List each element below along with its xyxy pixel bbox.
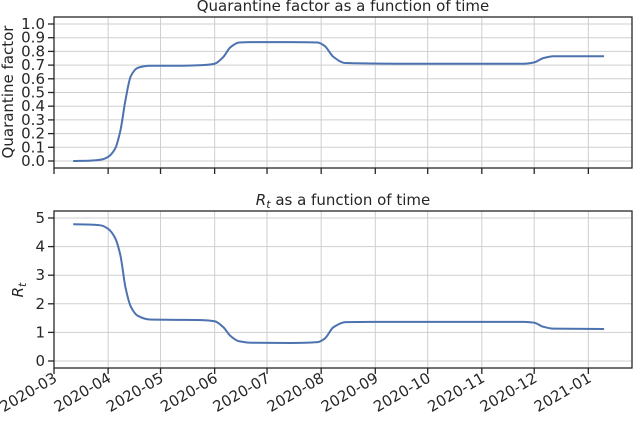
- y-tick-label: 0.9: [21, 29, 45, 47]
- rt-ylabel-sub: t: [16, 282, 29, 287]
- x-tick-label: 2020-08: [264, 369, 327, 416]
- y-tick-label: 1.0: [21, 15, 45, 33]
- y-tick-label: 4: [35, 238, 45, 256]
- rt-x-ticks: 2020-032020-042020-052020-062020-072020-…: [0, 368, 594, 416]
- y-tick-label: 0.7: [21, 56, 45, 74]
- quarantine-y-axis-label: Quarantine factor: [0, 25, 17, 159]
- rt-y-axis-label: Rt: [9, 282, 29, 297]
- quarantine-factor-panel: 0.00.10.20.30.40.50.60.70.80.91.0 Quaran…: [0, 0, 633, 174]
- y-tick-label: 0.5: [21, 84, 45, 102]
- rt-title-sub: t: [266, 198, 271, 211]
- x-tick-label: 2020-12: [477, 369, 540, 416]
- rt-chart-title: Rt as a function of time: [256, 191, 430, 211]
- x-tick-label: 2021-01: [531, 369, 594, 416]
- rt-y-ticks: 0 1 2 3 4 5: [35, 209, 54, 370]
- x-tick-label: 2020-10: [370, 369, 433, 416]
- y-tick-label: 0.3: [21, 111, 45, 129]
- quarantine-x-ticks: [53, 168, 589, 174]
- y-tick-label: 0.6: [21, 70, 45, 88]
- x-tick-label: 2020-05: [103, 369, 166, 416]
- y-tick-label: 3: [35, 266, 45, 284]
- x-tick-label: 2020-03: [0, 369, 60, 416]
- y-tick-label: 0.1: [21, 138, 45, 156]
- y-tick-label: 1: [35, 323, 45, 341]
- rt-title-r: R: [256, 191, 266, 209]
- rt-plot-frame: [53, 210, 633, 369]
- x-tick-label: 2020-07: [210, 369, 273, 416]
- quarantine-gridlines: [53, 17, 632, 168]
- x-tick-label: 2020-11: [425, 369, 488, 416]
- rt-gridlines: [53, 211, 632, 368]
- y-tick-label: 0.4: [21, 97, 45, 115]
- y-tick-label: 0.2: [21, 125, 45, 143]
- y-tick-label: 0.0: [21, 152, 45, 170]
- rt-ylabel-r: R: [9, 287, 27, 297]
- x-tick-label: 2020-06: [157, 369, 220, 416]
- rt-line: [73, 223, 605, 344]
- y-tick-label: 2: [35, 295, 45, 313]
- quarantine-y-ticks: 0.00.10.20.30.40.50.60.70.80.91.0: [21, 15, 54, 170]
- y-tick-label: 0.8: [21, 42, 45, 60]
- x-tick-label: 2020-04: [51, 369, 114, 416]
- rt-title-rest: as a function of time: [271, 191, 431, 209]
- x-tick-label: 2020-09: [318, 369, 381, 416]
- quarantine-factor-line: [73, 41, 605, 162]
- y-tick-label: 5: [35, 209, 45, 227]
- y-tick-label: 0: [35, 352, 45, 370]
- quarantine-chart-title: Quarantine factor as a function of time: [197, 0, 490, 15]
